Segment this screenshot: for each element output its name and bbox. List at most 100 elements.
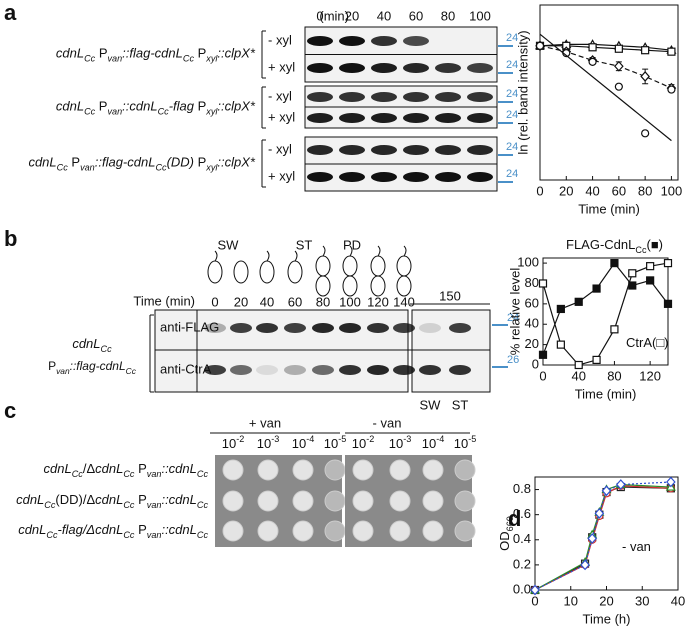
marker	[610, 325, 619, 334]
flagellum-stalk	[266, 250, 270, 262]
cell	[287, 260, 303, 284]
cell	[233, 260, 249, 284]
x-tick-label: 80	[638, 183, 652, 198]
size-marker: 24	[507, 312, 519, 324]
flagellum-stalk	[214, 250, 218, 262]
blot-band	[284, 323, 306, 333]
text-run: ::flag-cdnL	[95, 155, 156, 170]
size-marker: 24	[506, 141, 518, 153]
text-run: P	[194, 99, 206, 114]
x-tick-label: 60	[612, 183, 626, 198]
text-run: -3	[271, 434, 279, 444]
y-tick-label: 0.2	[513, 556, 531, 571]
marker	[663, 299, 673, 308]
strain-label: Pvan::flag-cdnLCc	[48, 359, 137, 376]
series-line	[539, 33, 672, 142]
marker	[538, 279, 548, 288]
text-run: van	[80, 163, 95, 173]
text-run: OD	[497, 531, 512, 551]
blot-band	[230, 323, 252, 333]
time-label: 140	[393, 294, 415, 309]
text-run: cdnL	[56, 46, 84, 61]
text-run: xyl	[205, 107, 218, 117]
text-run: xyl	[205, 163, 218, 173]
text-run: 10	[257, 436, 271, 451]
dilution-label: 10-2	[352, 434, 375, 451]
time-label: 20	[345, 8, 359, 23]
text-run: ::clpX*	[217, 99, 256, 114]
size-marker: 24	[506, 168, 518, 180]
blot-band	[371, 145, 397, 155]
text-run: ::cdnL	[161, 522, 196, 537]
colony-spot	[222, 490, 244, 512]
blot-band	[339, 323, 361, 333]
x-tick-label: 80	[607, 368, 621, 383]
text-run: ::cdnL	[122, 99, 157, 114]
blot-band	[339, 63, 365, 73]
blot-band	[449, 323, 471, 333]
text-run: Cc	[155, 163, 167, 173]
text-run: -3	[403, 434, 411, 444]
x-tick-label: 0	[536, 183, 543, 198]
marker	[628, 281, 637, 290]
time-title: Time (min)	[133, 293, 195, 308]
plot-frame	[542, 257, 669, 366]
text-run: cdnL	[95, 461, 123, 476]
blot-band	[467, 145, 493, 155]
time-label: 60	[409, 8, 423, 23]
flagellum-stalk	[349, 245, 353, 257]
y-tick-label: 40	[525, 316, 539, 331]
time-unit: (min)	[319, 8, 349, 23]
x-tick-label: 40	[571, 368, 585, 383]
series-line	[539, 45, 672, 89]
blot-band	[204, 323, 226, 333]
colony-spot	[454, 490, 476, 512]
blot-band	[403, 172, 429, 182]
blot-band	[339, 172, 365, 182]
text-run: Cc	[84, 107, 96, 117]
marker	[587, 533, 598, 544]
blot-band	[256, 323, 278, 333]
annotation: CtrA(□)	[626, 335, 669, 350]
text-run: Cc	[101, 344, 113, 354]
text-run: cdnL	[44, 461, 72, 476]
blot-band	[467, 92, 493, 102]
text-run: Cc	[123, 530, 135, 540]
dilution-label: 10-3	[257, 434, 280, 451]
text-run: 10	[352, 436, 366, 451]
text-run: CtrA(□)	[626, 335, 669, 350]
blot-band	[307, 172, 333, 182]
blot-band	[371, 92, 397, 102]
text-run: 10	[422, 436, 436, 451]
marker	[614, 44, 623, 53]
x-tick-label: 10	[564, 593, 578, 608]
time-label: 0	[316, 8, 323, 23]
condition-label: + xyl	[268, 59, 295, 74]
text-run: cdnL	[18, 522, 46, 537]
text-run: cdnL	[72, 336, 100, 351]
flagellum-stalk	[322, 245, 326, 257]
dilution-label: 10-4	[422, 434, 445, 451]
marker	[646, 276, 655, 285]
text-run: ::cdnL	[161, 461, 196, 476]
x-tick-label: 20	[559, 183, 573, 198]
marker	[663, 258, 673, 268]
series-line	[534, 481, 671, 591]
text-run: (■)	[647, 237, 664, 252]
y-axis-label: OD660	[497, 516, 515, 551]
text-run: van	[108, 54, 123, 64]
marker	[588, 43, 597, 52]
strain-label: cdnLCc Pvan::flag-cdnLCc(DD) Pxyl::clpX*	[28, 155, 255, 173]
text-run: cdnL	[16, 492, 44, 507]
condition-label: - xyl	[268, 88, 292, 103]
blot-band	[467, 63, 493, 73]
text-run: P	[134, 492, 146, 507]
x-tick-label: 40	[585, 183, 599, 198]
panel-label: b	[4, 226, 17, 251]
marker	[574, 360, 583, 370]
text-run: -flag/Δ	[58, 522, 96, 537]
text-run: xyl	[205, 54, 218, 64]
blot-band	[403, 145, 429, 155]
x-tick-label: 20	[599, 593, 613, 608]
text-run: ::clpX*	[217, 155, 256, 170]
